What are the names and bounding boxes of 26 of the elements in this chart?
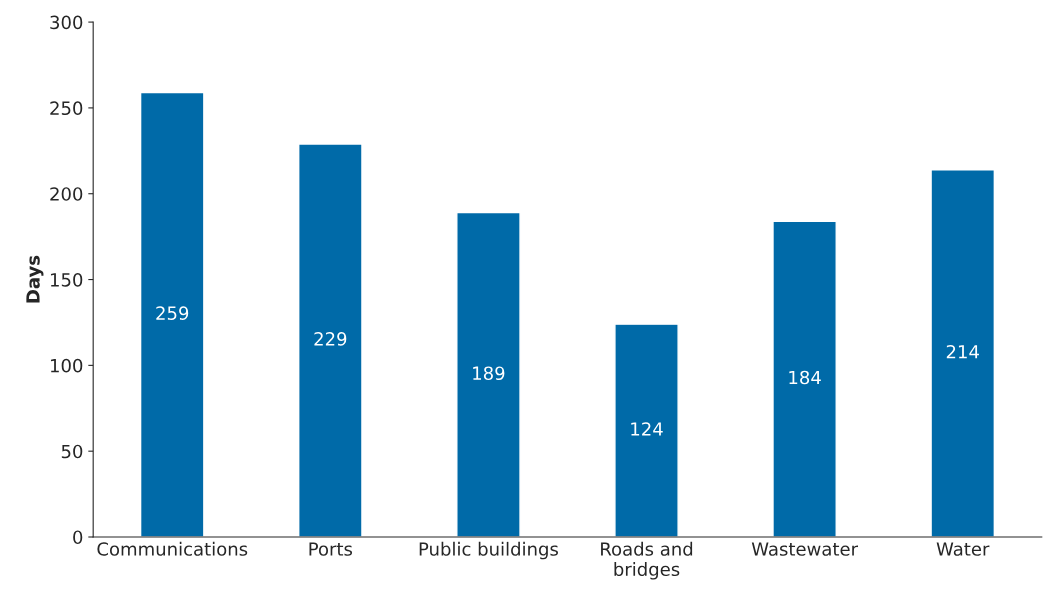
bar [298,143,363,537]
data-label: 259 [156,306,189,320]
data-label: 124 [631,422,663,436]
bar [139,91,205,537]
y-tick-label: 0 [73,530,83,545]
x-tick-label: Communications [97,541,248,556]
x-tick-label: Public buildings [419,541,558,560]
y-tick-label: 100 [50,358,83,373]
y-axis-title: Days [26,255,44,303]
data-label: 229 [314,332,347,346]
y-tick-label: 50 [61,444,83,459]
data-label: 189 [473,366,505,381]
bar [930,169,996,537]
bar [614,323,679,537]
x-tick-label: Water [936,542,990,556]
x-tick-label: Roads and bridges [601,541,693,580]
y-tick-label: 200 [50,187,83,201]
data-label: 184 [789,370,821,385]
x-tick-label: Ports [309,542,353,556]
bar [772,220,837,537]
x-tick-label: Wastewater [751,542,859,556]
bar [456,211,521,537]
data-label: 214 [946,344,979,359]
y-tick-label: 150 [50,273,83,287]
y-tick-label: 300 [50,15,83,30]
y-tick-label: 250 [50,101,83,116]
